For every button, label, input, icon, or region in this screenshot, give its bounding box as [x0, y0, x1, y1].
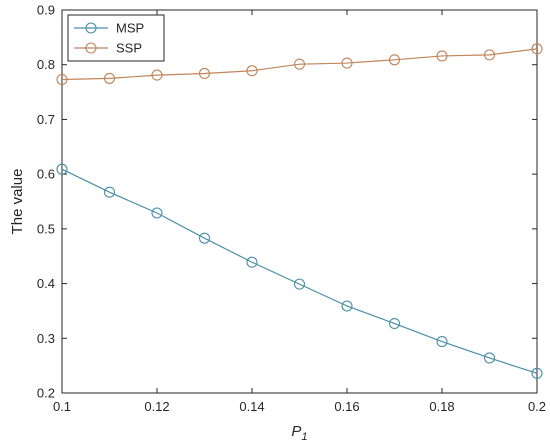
- x-tick-label: 0.12: [144, 399, 169, 414]
- series-ssp: [56, 43, 543, 86]
- y-tick-label: 0.7: [37, 112, 55, 127]
- legend: MSP SSP: [67, 14, 165, 62]
- data-point-ssp: [483, 49, 496, 61]
- data-point-msp: [436, 336, 448, 348]
- y-tick-label: 0.2: [37, 386, 55, 401]
- legend-marker-ssp: [85, 42, 97, 54]
- legend-item-ssp: SSP: [74, 41, 142, 56]
- data-point-msp: [246, 256, 258, 268]
- data-point-ssp: [436, 50, 448, 62]
- series-line-ssp: [61, 48, 538, 81]
- legend-box: [67, 14, 165, 62]
- x-tick-label: 0.2: [528, 399, 546, 414]
- legend-label-ssp: SSP: [116, 41, 142, 56]
- data-point-ssp: [246, 65, 258, 77]
- x-axis-title-main: P: [291, 423, 301, 440]
- y-tick-label: 0.6: [37, 167, 55, 182]
- x-axis-title-subscript: 1: [301, 431, 307, 443]
- data-point-ssp: [293, 58, 306, 70]
- data-point-ssp: [341, 57, 353, 69]
- data-point-msp: [341, 300, 353, 312]
- x-axis-title: P1: [291, 423, 307, 443]
- x-tick-label: 0.1: [53, 399, 71, 414]
- data-point-msp: [198, 232, 211, 244]
- data-point-ssp: [103, 72, 116, 84]
- data-point-msp: [151, 207, 163, 219]
- legend-marker-msp: [85, 22, 97, 34]
- y-axis-title: The value: [9, 169, 26, 235]
- x-tick-label: 0.18: [429, 399, 454, 414]
- data-point-msp: [388, 317, 401, 330]
- y-tick-label: 0.5: [37, 221, 55, 236]
- y-tick-label: 0.8: [37, 57, 55, 72]
- axis-ticks: 0.1 0.12 0.14 0.16 0.18 0.2 0.2 0.3 0.4 0.5 0.6 0.7…: [37, 3, 546, 415]
- data-point-msp: [293, 278, 306, 290]
- x-tick-label: 0.16: [334, 399, 359, 414]
- legend-label-msp: MSP: [116, 21, 144, 36]
- y-tick-label: 0.3: [37, 331, 55, 346]
- y-tick-label: 0.9: [37, 3, 55, 18]
- series-group: [56, 43, 543, 379]
- series-line-msp: [61, 168, 538, 374]
- plot-frame: [61, 9, 538, 394]
- data-point-msp: [531, 367, 543, 379]
- data-point-ssp: [198, 67, 211, 80]
- data-point-ssp: [531, 43, 543, 55]
- data-point-ssp: [151, 69, 163, 81]
- plot-area: [61, 9, 538, 394]
- data-point-msp: [103, 186, 116, 198]
- data-point-ssp: [388, 54, 401, 66]
- data-point-ssp: [56, 73, 68, 86]
- series-msp: [56, 163, 543, 379]
- data-point-msp: [483, 352, 496, 364]
- x-tick-label: 0.14: [239, 399, 264, 414]
- data-point-msp: [56, 163, 68, 175]
- legend-item-msp: MSP: [74, 21, 144, 36]
- y-tick-label: 0.4: [37, 276, 55, 291]
